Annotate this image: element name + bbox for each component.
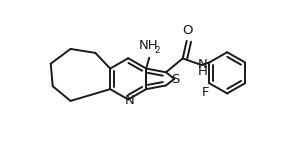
Text: S: S [171, 73, 179, 86]
Text: O: O [182, 24, 193, 37]
Text: N: N [124, 94, 134, 107]
Text: H: H [197, 65, 207, 78]
Text: NH: NH [138, 39, 158, 52]
Text: F: F [202, 86, 209, 99]
Text: 2: 2 [154, 46, 160, 55]
Text: N: N [198, 57, 207, 70]
